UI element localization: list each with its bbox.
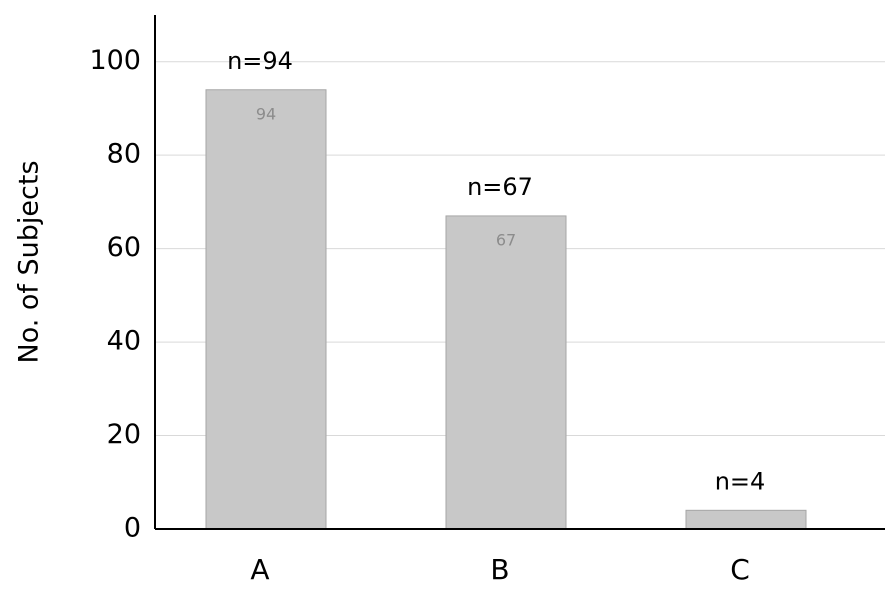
bar-value-label: 67 (496, 230, 516, 249)
bar (685, 509, 807, 530)
bar (205, 89, 327, 530)
bar (445, 215, 567, 530)
bar-annotation: n=67 (467, 173, 533, 201)
x-tick-label: C (730, 553, 750, 586)
x-tick-label: A (250, 553, 269, 586)
y-axis-label: No. of Subjects (14, 160, 45, 363)
y-tick-label: 20 (107, 419, 141, 450)
y-tick-label: 60 (107, 232, 141, 263)
x-tick-label: B (490, 553, 509, 586)
y-tick-label: 0 (124, 513, 141, 544)
bar-annotation: n=4 (715, 467, 766, 495)
y-tick-label: 100 (89, 45, 141, 76)
y-tick-label: 40 (107, 326, 141, 357)
y-tick-label: 80 (107, 139, 141, 170)
bar-annotation: n=94 (227, 47, 293, 75)
bar-value-label: 94 (256, 104, 276, 123)
